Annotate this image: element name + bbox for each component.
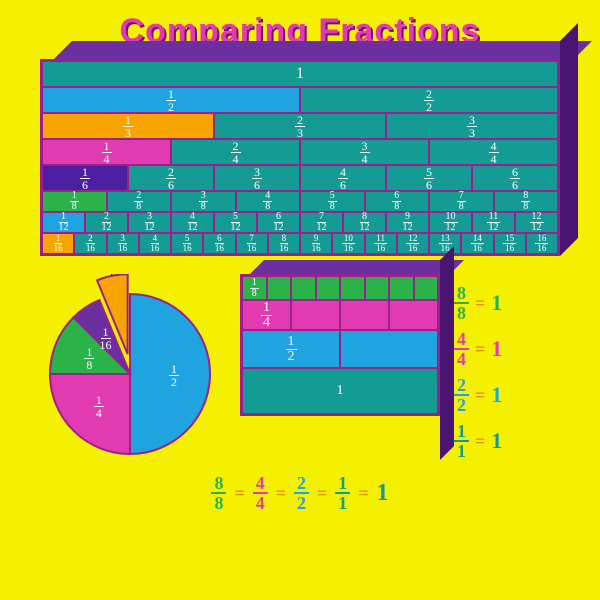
bar-cell: 612 bbox=[257, 212, 300, 233]
bar-cell: 14 bbox=[42, 139, 171, 165]
stack-cell bbox=[365, 276, 390, 300]
bar-cell: 23 bbox=[214, 113, 386, 139]
bar-cell: 112 bbox=[42, 212, 85, 233]
equation-line: 88=1 bbox=[454, 284, 502, 322]
bar-cell: 48 bbox=[236, 191, 301, 212]
bars-front: 1122213233314243444162636465666182838485… bbox=[40, 59, 560, 256]
stack-cell bbox=[340, 300, 389, 330]
bar-cell: 44 bbox=[429, 139, 558, 165]
bar-cell: 312 bbox=[128, 212, 171, 233]
bar-cell: 816 bbox=[268, 233, 300, 254]
stack-row-4: 14 bbox=[242, 300, 438, 330]
stack-cell bbox=[414, 276, 439, 300]
bar-cell: 22 bbox=[300, 87, 558, 113]
bar-row-12: 112212312412512612712812912101211121212 bbox=[42, 212, 558, 233]
bar-row-8: 1828384858687888 bbox=[42, 191, 558, 212]
stack-cell bbox=[291, 300, 340, 330]
stack-cell bbox=[291, 276, 316, 300]
bar-cell: 24 bbox=[171, 139, 300, 165]
bar-cell: 36 bbox=[214, 165, 300, 191]
bar-cell: 516 bbox=[171, 233, 203, 254]
bar-cell: 616 bbox=[203, 233, 235, 254]
bar-cell: 316 bbox=[107, 233, 139, 254]
stack-front: 1814121 bbox=[240, 274, 440, 416]
bar-cell: 26 bbox=[128, 165, 214, 191]
equation-chain: 88=44=22=11=1 bbox=[30, 474, 570, 512]
bar-cell: 212 bbox=[85, 212, 128, 233]
bar-cell: 1212 bbox=[515, 212, 558, 233]
bar-cell: 916 bbox=[300, 233, 332, 254]
bar-cell: 116 bbox=[42, 233, 74, 254]
stack-cell bbox=[340, 330, 438, 368]
bar-cell: 33 bbox=[386, 113, 558, 139]
bar-cell: 66 bbox=[472, 165, 558, 191]
stack-cell bbox=[316, 276, 341, 300]
bar-cell: 1116 bbox=[365, 233, 397, 254]
stack-row-1: 1 bbox=[242, 368, 438, 414]
bar-cell: 1112 bbox=[472, 212, 515, 233]
stack-cell bbox=[340, 276, 365, 300]
stack-cell: 18 bbox=[242, 276, 267, 300]
bar-cell: 1012 bbox=[429, 212, 472, 233]
equation-line: 11=1 bbox=[454, 422, 502, 460]
fraction-bars-block: 1122213233314243444162636465666182838485… bbox=[40, 59, 560, 256]
bar-cell: 1016 bbox=[332, 233, 364, 254]
bar-cell: 78 bbox=[429, 191, 494, 212]
bar-cell: 912 bbox=[386, 212, 429, 233]
pie-chart: 121418116116 bbox=[30, 274, 220, 464]
bottom-section: 121418116116 1814121 88=144=122=111=1 bbox=[30, 274, 570, 464]
stack-row-2: 12 bbox=[242, 330, 438, 368]
equation-line: 44=1 bbox=[454, 330, 502, 368]
stack-cell bbox=[267, 276, 292, 300]
stack-cell: 12 bbox=[242, 330, 340, 368]
bar-cell: 1316 bbox=[429, 233, 461, 254]
bar-cell: 1616 bbox=[526, 233, 558, 254]
bar-cell: 1 bbox=[42, 61, 558, 87]
bar-cell: 512 bbox=[214, 212, 257, 233]
bar-cell: 412 bbox=[171, 212, 214, 233]
bar-cell: 1216 bbox=[397, 233, 429, 254]
pie-label: 12 bbox=[159, 362, 189, 388]
bar-cell: 216 bbox=[74, 233, 106, 254]
bar-cell: 88 bbox=[494, 191, 559, 212]
pie-label: 116 bbox=[91, 325, 121, 351]
bars-3d-side bbox=[560, 23, 578, 256]
bar-row-6: 162636465666 bbox=[42, 165, 558, 191]
pie-label: 14 bbox=[84, 393, 114, 419]
equations-list: 88=1 44=1 22=1 11=1 bbox=[454, 284, 502, 460]
bar-row-2: 1222 bbox=[42, 87, 558, 113]
stack-cell bbox=[389, 300, 438, 330]
bar-cell: 56 bbox=[386, 165, 472, 191]
bar-cell: 812 bbox=[343, 212, 386, 233]
fraction-stack-block: 1814121 bbox=[240, 274, 440, 460]
bar-cell: 16 bbox=[42, 165, 128, 191]
bar-cell: 68 bbox=[365, 191, 430, 212]
bar-cell: 712 bbox=[300, 212, 343, 233]
bar-cell: 13 bbox=[42, 113, 214, 139]
poster: Comparing Fractions 11222132333142434441… bbox=[0, 0, 600, 600]
stack-cell: 14 bbox=[242, 300, 291, 330]
stack-cell: 1 bbox=[242, 368, 438, 414]
bar-cell: 58 bbox=[300, 191, 365, 212]
bar-cell: 1416 bbox=[461, 233, 493, 254]
bar-cell: 716 bbox=[236, 233, 268, 254]
stack-3d-side bbox=[440, 246, 454, 460]
bar-cell: 12 bbox=[42, 87, 300, 113]
bar-cell: 38 bbox=[171, 191, 236, 212]
equation-line: 22=1 bbox=[454, 376, 502, 414]
bar-cell: 28 bbox=[107, 191, 172, 212]
bar-row-4: 14243444 bbox=[42, 139, 558, 165]
bar-cell: 1516 bbox=[494, 233, 526, 254]
stack-row-8: 18 bbox=[242, 276, 438, 300]
bar-cell: 416 bbox=[139, 233, 171, 254]
bar-cell: 34 bbox=[300, 139, 429, 165]
bar-cell: 18 bbox=[42, 191, 107, 212]
bar-row-3: 132333 bbox=[42, 113, 558, 139]
chain-result: 1 bbox=[377, 480, 389, 507]
stack-cell bbox=[389, 276, 414, 300]
bar-cell: 46 bbox=[300, 165, 386, 191]
bar-row-1: 1 bbox=[42, 61, 558, 87]
bar-row-16: 1162163164165166167168169161016111612161… bbox=[42, 233, 558, 254]
